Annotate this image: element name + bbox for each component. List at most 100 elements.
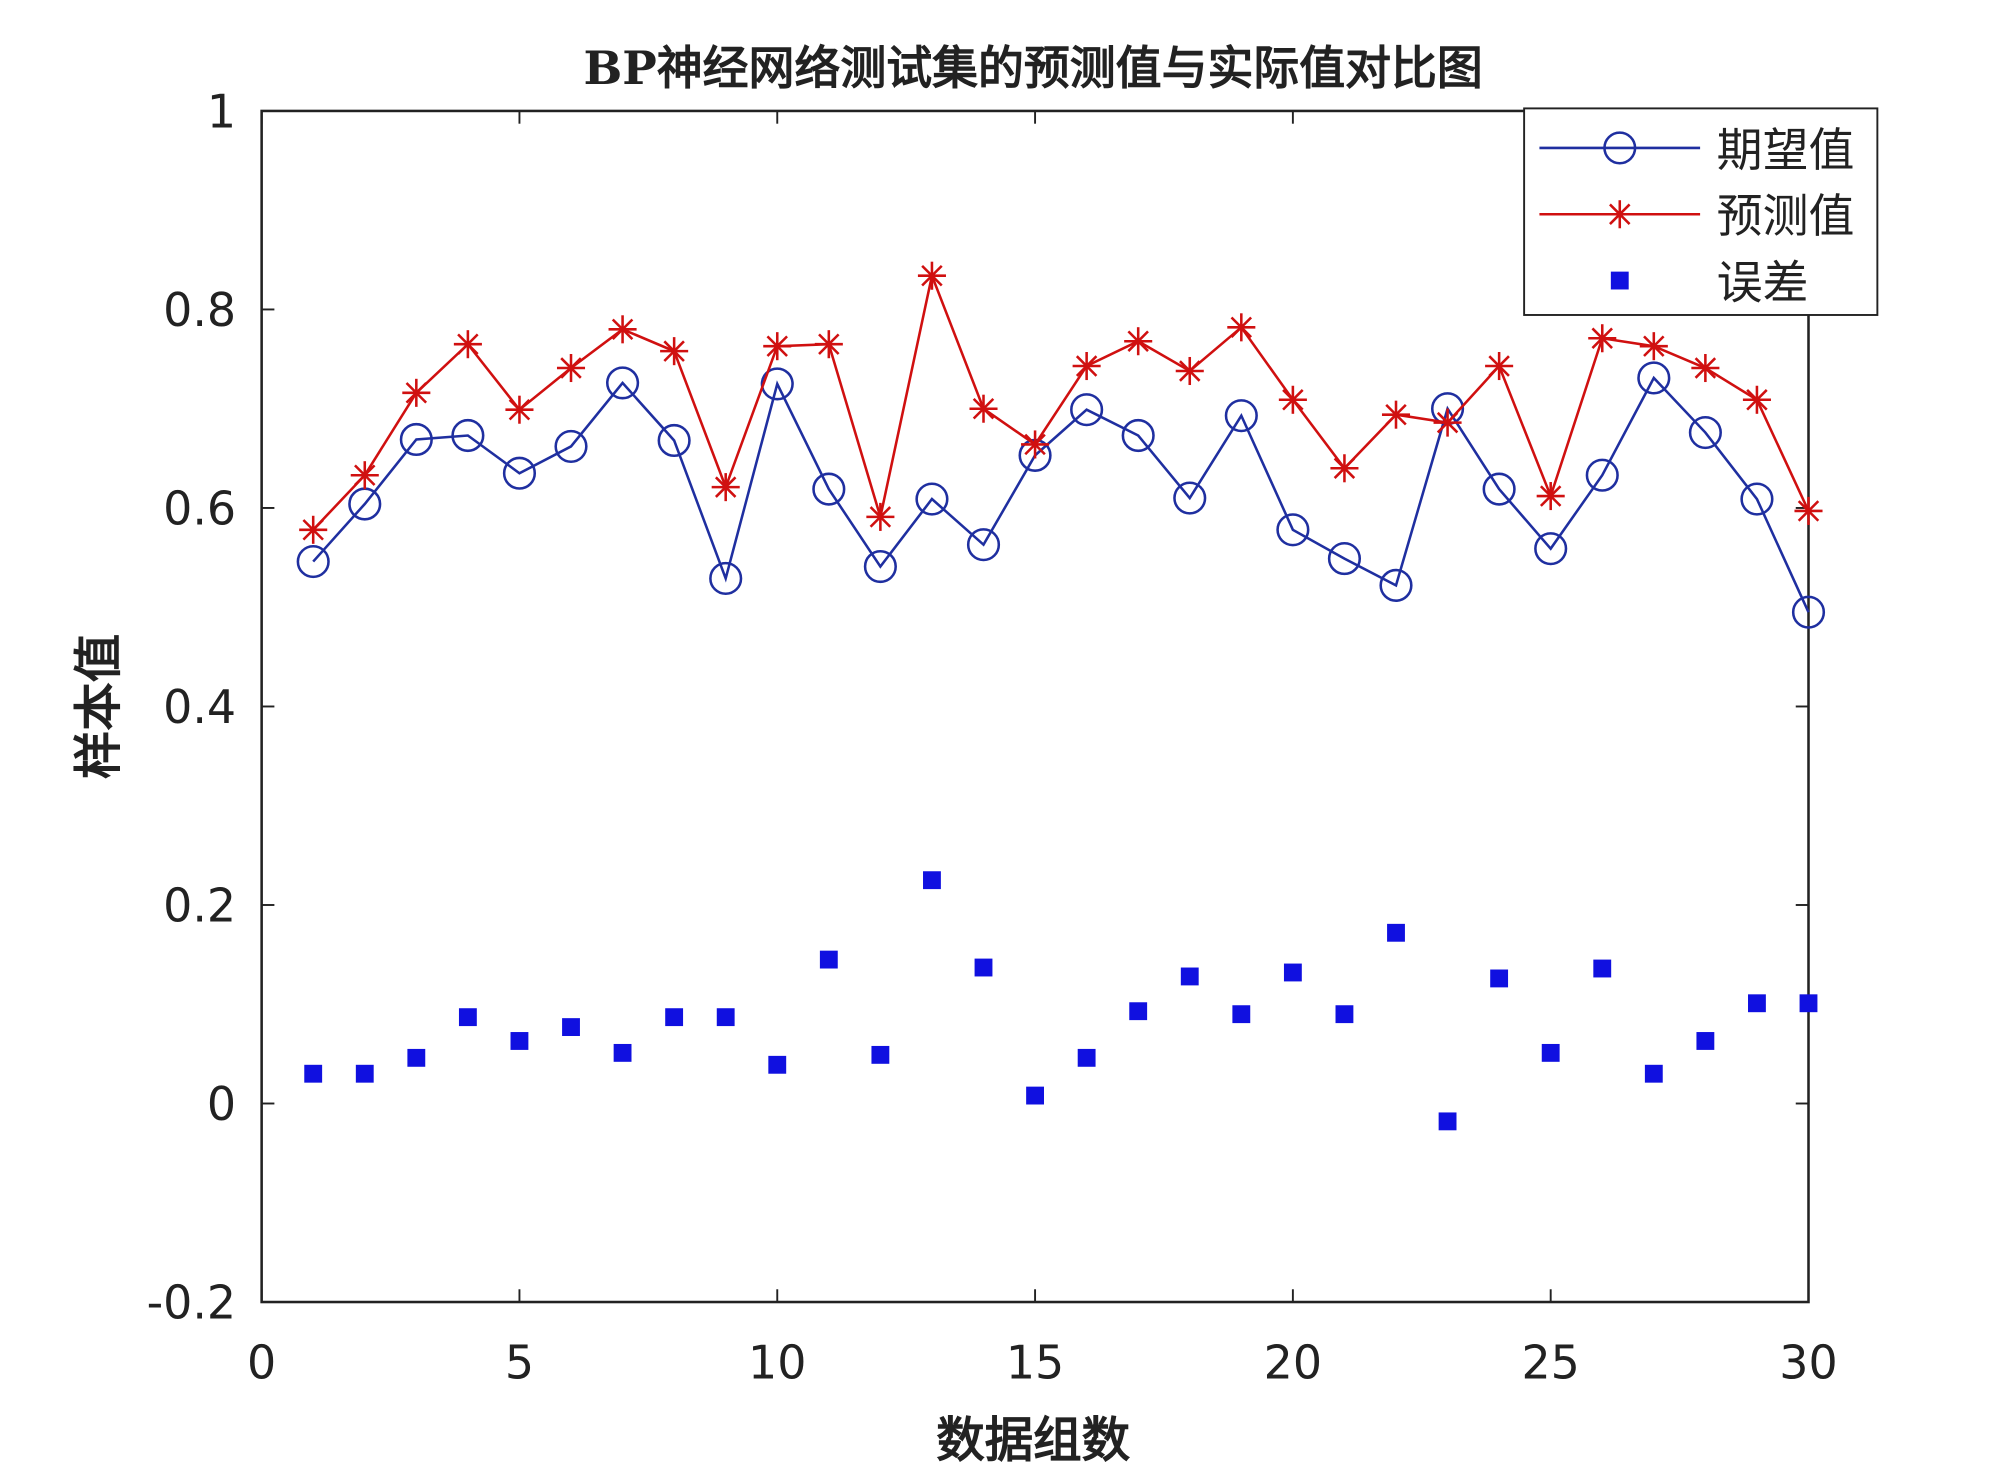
star-stroke [1179, 360, 1201, 382]
error-point [1799, 994, 1818, 1013]
expected-point [399, 422, 433, 457]
expected-point [1173, 481, 1207, 515]
predicted-point [1227, 313, 1256, 342]
error-point [1748, 994, 1766, 1013]
predicted-point [350, 461, 379, 490]
predicted-point [1278, 385, 1307, 414]
legend-item: 预测值 [1539, 189, 1854, 243]
predicted-point [453, 330, 482, 359]
error-point [1593, 959, 1612, 978]
star-stroke [1127, 330, 1149, 352]
error-point [1644, 1064, 1663, 1083]
predicted-point [711, 473, 740, 502]
expected-point [1121, 418, 1155, 453]
star-stroke [457, 333, 479, 355]
expected-point [451, 418, 485, 453]
star-stroke [1591, 327, 1613, 349]
predicted-point [1742, 385, 1771, 414]
predicted-point [1485, 352, 1514, 381]
legend-marker [1605, 200, 1634, 229]
error-point [613, 1043, 632, 1062]
predicted-point [1175, 356, 1204, 386]
star-stroke [1539, 485, 1562, 507]
x-axis-label: 数据组数 [936, 1412, 1130, 1468]
series-3 [304, 871, 1818, 1131]
predicted-point [556, 353, 586, 383]
predicted-point [402, 378, 431, 407]
error-point [1129, 1002, 1148, 1021]
legend-label: 预测值 [1717, 189, 1855, 243]
x-tick-label: 25 [1521, 1336, 1579, 1390]
x-tick-label: 20 [1264, 1336, 1322, 1390]
expected-point [657, 423, 691, 458]
error-point [304, 1064, 323, 1083]
star-stroke [972, 397, 995, 420]
expected-point [1276, 513, 1310, 547]
predicted-point [1536, 482, 1565, 511]
x-tick-label: 15 [1006, 1336, 1064, 1390]
y-tick-label: 0.8 [163, 283, 236, 337]
predicted-point [1639, 332, 1668, 361]
expected-point [605, 366, 640, 400]
star-stroke [405, 382, 428, 404]
expected-point [915, 482, 949, 516]
y-tick-label: 0.6 [163, 482, 236, 536]
error-point [1026, 1086, 1044, 1105]
star-stroke [611, 318, 634, 341]
x-tick-label: 10 [748, 1336, 806, 1390]
star-stroke [1746, 389, 1768, 411]
star-stroke [663, 340, 685, 362]
error-point [1180, 967, 1199, 986]
predicted-point [660, 337, 689, 366]
y-tick-label: -0.2 [147, 1276, 237, 1330]
x-tick-label: 5 [505, 1336, 534, 1390]
expected-point [1327, 542, 1362, 576]
error-point [1387, 923, 1405, 942]
x-tick-label: 30 [1779, 1336, 1837, 1390]
expected-point [554, 429, 588, 464]
y-tick-label: 1 [207, 85, 236, 139]
error-point [510, 1032, 529, 1050]
star-stroke [1075, 355, 1098, 377]
y-axis-label: 样本值 [71, 634, 127, 779]
error-point [1335, 1005, 1354, 1024]
error-point [407, 1048, 426, 1067]
data-marks [296, 261, 1826, 1131]
error-point [355, 1064, 374, 1083]
expected-point [1585, 458, 1619, 492]
axis-ticks: 0 5 10 15 20 25 30-0.200.20.40.60.81 [147, 85, 1838, 1390]
expected-point [1379, 568, 1413, 602]
expected-point [502, 456, 537, 490]
expected-point [1688, 415, 1722, 450]
legend-marker [1610, 271, 1629, 290]
star-stroke [560, 357, 582, 379]
predicted-point [814, 330, 843, 359]
error-point [1232, 1005, 1251, 1024]
expected-point [863, 549, 897, 584]
expected-point [1534, 532, 1568, 566]
y-tick-label: 0.4 [163, 680, 236, 734]
error-point [1438, 1112, 1457, 1131]
star-stroke [1797, 500, 1820, 522]
expected-point [709, 561, 743, 596]
star-stroke [714, 476, 737, 498]
error-point [923, 871, 941, 890]
star-stroke [766, 335, 788, 357]
expected-point [1070, 393, 1104, 427]
expected-point [1740, 482, 1774, 516]
predicted-point [969, 394, 998, 423]
star-stroke [1282, 389, 1304, 411]
predicted-point [1433, 408, 1462, 437]
error-point [768, 1055, 787, 1074]
star-stroke [818, 333, 840, 355]
expected-point [1482, 472, 1516, 506]
star-stroke [1643, 335, 1665, 357]
star-stroke [1694, 357, 1717, 379]
expected-point [966, 528, 1001, 562]
legend-marker [1603, 131, 1637, 165]
chart-title: BP神经网络测试集的预测值与实际值对比图 [583, 41, 1482, 95]
predicted-point [1021, 430, 1050, 459]
predicted-point [866, 502, 895, 531]
